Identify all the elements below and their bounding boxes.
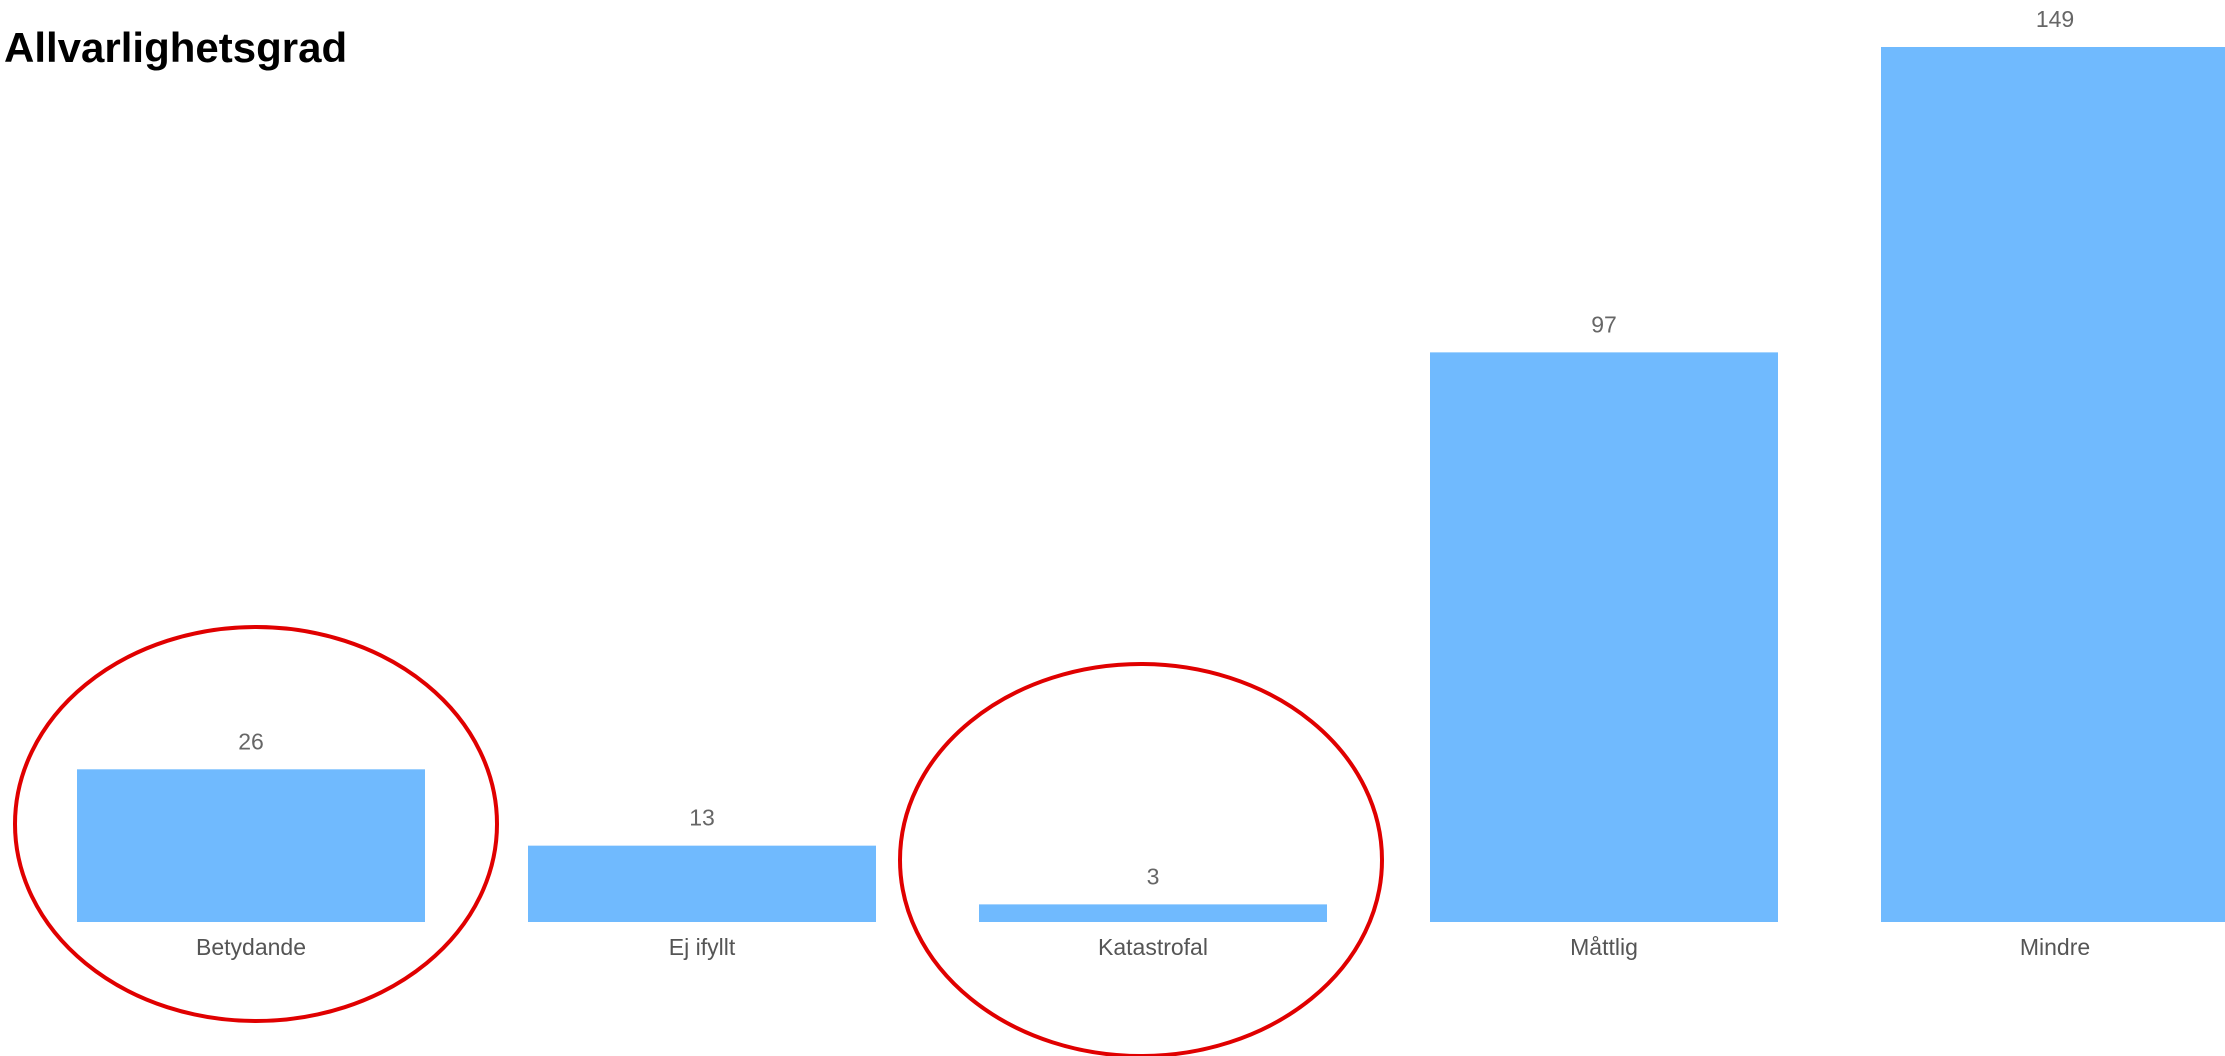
- data-label-ej-ifyllt: 13: [689, 805, 715, 831]
- x-tick-label-ej-ifyllt: Ej ifyllt: [669, 934, 736, 960]
- highlight-ellipse-betydande: [13, 625, 499, 1023]
- bar-ej-ifyllt[interactable]: [528, 845, 876, 922]
- x-tick-label-katastrofal: Katastrofal: [1098, 934, 1208, 960]
- data-label-betydande: 26: [238, 728, 264, 754]
- data-label-katastrofal: 3: [1147, 863, 1160, 889]
- x-tick-label-mindre: Mindre: [2020, 934, 2090, 960]
- bar-katastrofal[interactable]: [979, 904, 1327, 922]
- x-tick-label-betydande: Betydande: [196, 934, 306, 960]
- data-label-mattlig: 97: [1591, 311, 1617, 337]
- data-label-mindre: 149: [2036, 6, 2074, 32]
- highlight-ellipse-katastrofal: [898, 662, 1384, 1056]
- bar-mindre[interactable]: [1881, 47, 2225, 922]
- bar-mattlig[interactable]: [1430, 352, 1778, 922]
- bar-betydande[interactable]: [77, 769, 425, 922]
- x-tick-label-mattlig: Måttlig: [1570, 934, 1638, 960]
- chart-title: Allvarlighetsgrad: [4, 24, 348, 71]
